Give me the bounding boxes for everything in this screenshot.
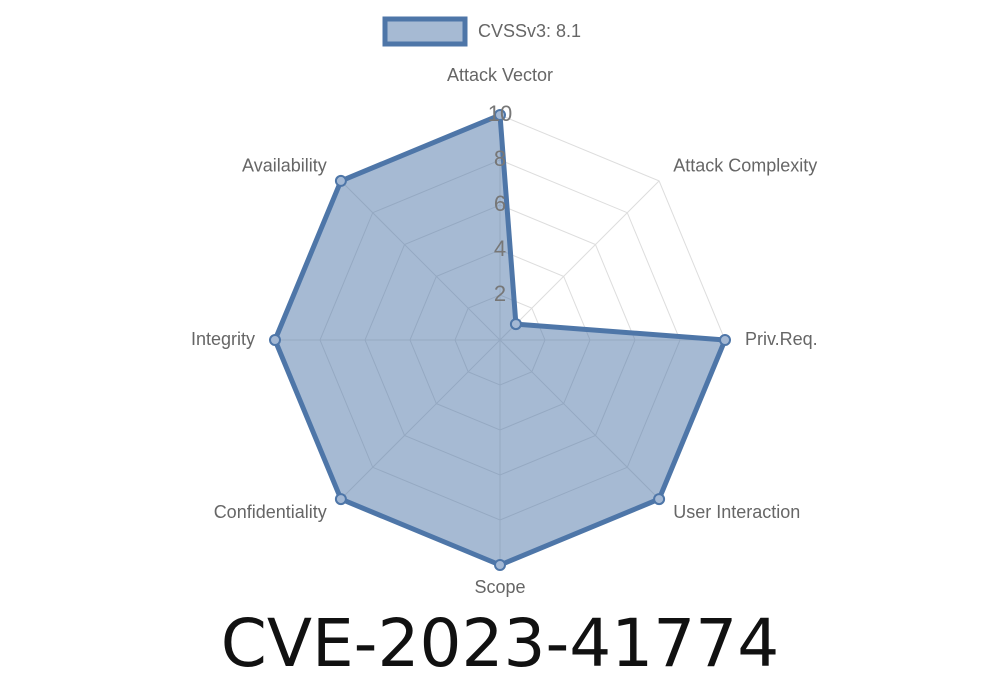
axis-label: Attack Complexity (673, 156, 817, 176)
axis-label: Integrity (191, 329, 255, 349)
radar-point (494, 109, 506, 121)
labels: Attack Vector Attack Complexity Priv.Req. U… (191, 65, 818, 597)
tick-label: 8 (494, 146, 506, 171)
axis-label: Attack Vector (447, 65, 553, 85)
tick-label: 2 (494, 281, 506, 306)
axis-label: Scope (474, 577, 525, 597)
radar-point (494, 559, 506, 571)
tick-label: 4 (494, 236, 506, 261)
tick-label: 6 (494, 191, 506, 216)
radar-point (509, 318, 522, 331)
plot (269, 109, 731, 571)
legend-swatch (382, 16, 468, 47)
axis-label: Confidentiality (214, 502, 327, 522)
chart-title: CVE-2023-41774 (221, 605, 780, 682)
radar-point (719, 334, 731, 346)
axis-label: Availability (242, 156, 327, 176)
radar-point (334, 174, 347, 187)
tick-label: 10 (488, 101, 512, 126)
legend-label: CVSSv3: 8.1 (478, 21, 581, 41)
axis-label: User Interaction (673, 502, 800, 522)
radar-point (653, 493, 666, 506)
spoke (499, 180, 660, 341)
axis-label: Priv.Req. (745, 329, 818, 349)
radar-point (269, 334, 281, 346)
radar-point (334, 493, 347, 506)
